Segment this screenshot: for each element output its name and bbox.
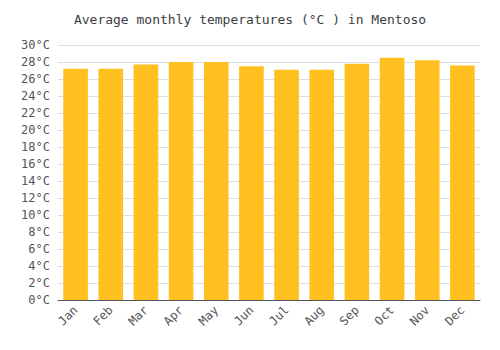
svg-text:Sep: Sep: [337, 303, 362, 328]
svg-text:16°C: 16°C: [21, 157, 50, 171]
svg-text:10°C: 10°C: [21, 208, 50, 222]
svg-text:2°C: 2°C: [28, 276, 50, 290]
svg-text:Nov: Nov: [407, 303, 432, 328]
svg-text:Mar: Mar: [126, 303, 151, 328]
svg-text:Average monthly temperatures (: Average monthly temperatures (°C ) in Me…: [74, 12, 426, 27]
svg-text:20°C: 20°C: [21, 123, 50, 137]
svg-text:24°C: 24°C: [21, 89, 50, 103]
svg-text:Feb: Feb: [90, 303, 115, 328]
svg-text:14°C: 14°C: [21, 174, 50, 188]
svg-text:6°C: 6°C: [28, 242, 50, 256]
svg-text:18°C: 18°C: [21, 140, 50, 154]
svg-text:12°C: 12°C: [21, 191, 50, 205]
svg-text:Aug: Aug: [301, 303, 326, 328]
svg-text:30°C: 30°C: [21, 38, 50, 52]
svg-text:22°C: 22°C: [21, 106, 50, 120]
svg-text:May: May: [196, 303, 221, 328]
svg-text:Dec: Dec: [442, 303, 467, 328]
svg-text:Jan: Jan: [55, 303, 80, 328]
svg-text:26°C: 26°C: [21, 72, 50, 86]
svg-text:0°C: 0°C: [28, 293, 50, 307]
svg-text:Jun: Jun: [231, 303, 256, 328]
svg-text:Jul: Jul: [266, 303, 291, 328]
svg-text:Oct: Oct: [372, 303, 397, 328]
svg-text:28°C: 28°C: [21, 55, 50, 69]
svg-text:8°C: 8°C: [28, 225, 50, 239]
svg-text:4°C: 4°C: [28, 259, 50, 273]
svg-text:Apr: Apr: [161, 303, 186, 328]
